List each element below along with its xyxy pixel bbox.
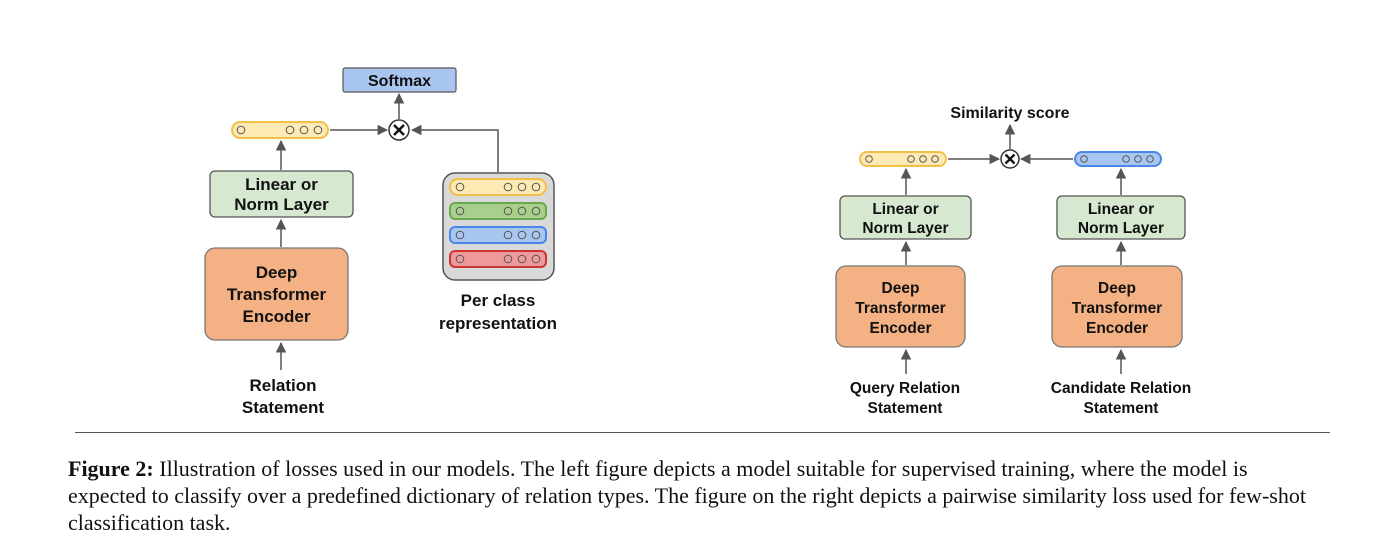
- embedding-vector: [231, 121, 329, 139]
- class-vector-green: [449, 202, 547, 220]
- similarity-label: Similarity score: [950, 105, 1069, 122]
- class-vector-yellow: [449, 178, 547, 196]
- input-label-1: Relation: [249, 376, 316, 395]
- linear-norm-box-query: [839, 195, 972, 240]
- caption-label: Figure 2:: [68, 456, 154, 481]
- linear-q-label-1: Linear or: [872, 201, 938, 218]
- encoder-c-label-3: Encoder: [1086, 320, 1148, 337]
- encoder-label-3: Encoder: [242, 307, 310, 326]
- arrow-per-class-to-multiply: [410, 124, 499, 172]
- encoder-c-label-2: Transformer: [1072, 300, 1162, 317]
- encoder-c-label-1: Deep: [1098, 280, 1136, 297]
- input-c-label-2: Statement: [1084, 400, 1159, 417]
- softmax-label: Softmax: [368, 73, 431, 90]
- encoder-label-1: Deep: [256, 263, 298, 282]
- linear-norm-box-candidate: [1056, 195, 1186, 240]
- encoder-box-query: [835, 265, 966, 348]
- class-vector-red: [449, 250, 547, 268]
- caption-text: Illustration of losses used in our model…: [68, 456, 1306, 535]
- candidate-vector: [1074, 151, 1162, 167]
- query-vector: [859, 151, 947, 167]
- right-diagram: Similarity score Linear or: [835, 105, 1191, 417]
- linear-c-label-1: Linear or: [1088, 201, 1154, 218]
- encoder-q-label-1: Deep: [882, 280, 920, 297]
- input-q-label-1: Query Relation: [850, 380, 960, 397]
- encoder-q-label-2: Transformer: [855, 300, 945, 317]
- linear-q-label-2: Norm Layer: [862, 220, 948, 237]
- linear-c-label-2: Norm Layer: [1078, 220, 1164, 237]
- figure-caption: Figure 2: Illustration of losses used in…: [68, 455, 1330, 536]
- input-q-label-2: Statement: [868, 400, 943, 417]
- encoder-q-label-3: Encoder: [869, 320, 931, 337]
- encoder-label-2: Transformer: [227, 285, 327, 304]
- linear-norm-label-2: Norm Layer: [234, 195, 329, 214]
- multiply-icon: [388, 119, 410, 141]
- linear-norm-box: [209, 170, 354, 218]
- encoder-box-candidate: [1051, 265, 1183, 348]
- left-diagram: Softmax Linear or Norm Layer Deep Tr: [204, 67, 557, 417]
- class-vector-blue: [449, 226, 547, 244]
- per-class-label-1: Per class: [461, 291, 536, 310]
- encoder-box: [204, 247, 349, 341]
- separator-rule: [75, 432, 1330, 433]
- linear-norm-label-1: Linear or: [245, 175, 318, 194]
- per-class-label-2: representation: [439, 314, 557, 333]
- softmax-box: [342, 67, 457, 93]
- input-label-2: Statement: [242, 398, 325, 417]
- input-c-label-1: Candidate Relation: [1051, 380, 1191, 397]
- multiply-icon-right: [1000, 149, 1020, 169]
- diagram: Softmax Linear or Norm Layer Deep Tr: [204, 67, 1191, 417]
